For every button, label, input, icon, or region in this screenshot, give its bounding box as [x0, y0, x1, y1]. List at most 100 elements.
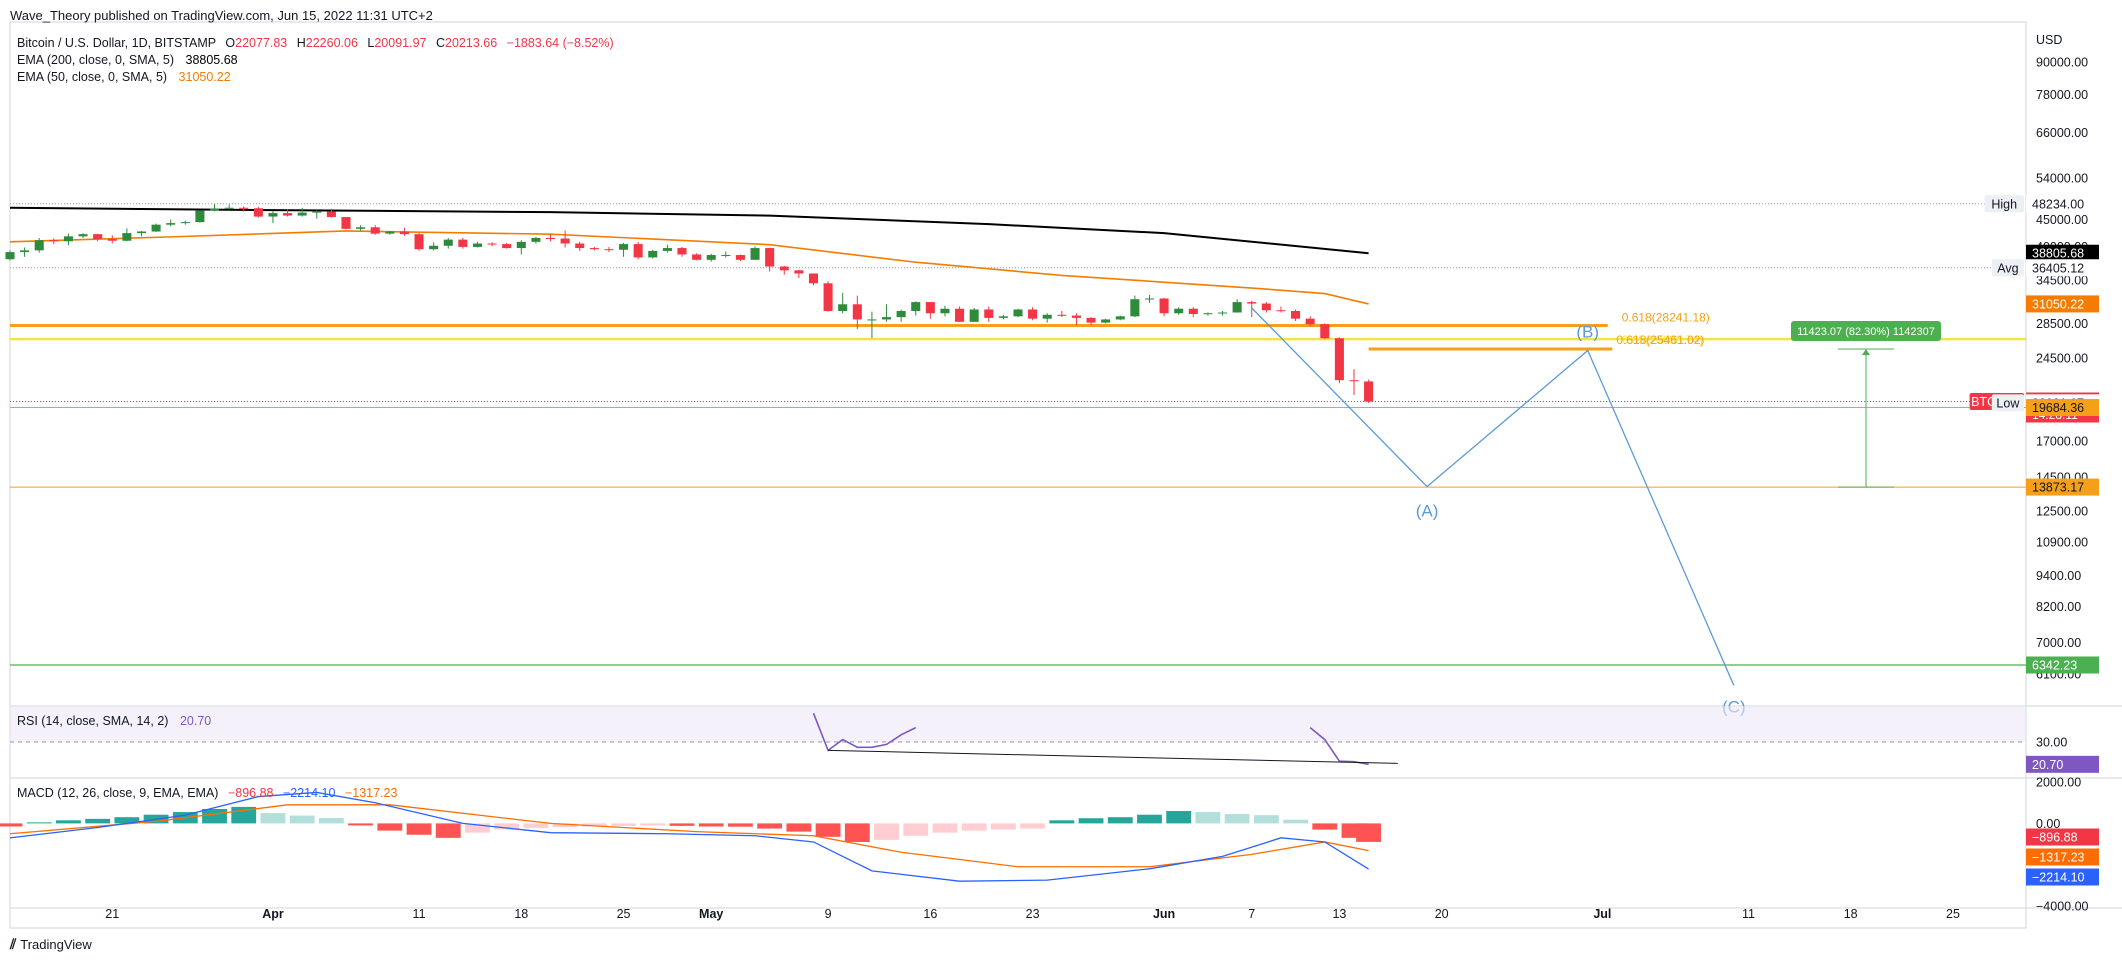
- candle-body: [1101, 319, 1111, 323]
- candle-body: [677, 248, 687, 255]
- fib-label: 0.65(26633.74): [1622, 333, 1703, 347]
- candle-body: [516, 241, 526, 249]
- ema200-line: [9, 206, 1369, 255]
- macd-histogram-bar: [611, 823, 636, 826]
- candle-body: [1028, 309, 1038, 319]
- macd-histogram-bar: [494, 823, 520, 830]
- ema50-line: [9, 230, 1369, 305]
- candle-body: [998, 316, 1008, 318]
- price-tick-label: 78000.00: [2036, 88, 2088, 102]
- candle-body: [385, 231, 395, 234]
- wave-projection-line: [1251, 307, 1735, 686]
- macd-legend: MACD (12, 26, close, 9, EMA, EMA) −896.8…: [17, 786, 397, 800]
- macd-histogram-bar: [1224, 814, 1250, 824]
- price-tag-box: [1991, 394, 2024, 412]
- price-label-box: [2026, 295, 2099, 313]
- time-tick-label: 7: [1248, 907, 1255, 921]
- time-tick-label: 9: [825, 907, 832, 921]
- candle-body: [692, 254, 702, 260]
- ema50-value: 31050.22: [178, 70, 231, 84]
- macd-line: [9, 791, 1369, 882]
- candle-body: [20, 250, 30, 253]
- ema50-label: EMA (50, close, 0, SMA, 5): [17, 70, 168, 84]
- rsi-value-box: [2026, 755, 2099, 773]
- candle-body: [575, 243, 585, 249]
- price-label-box: [2026, 195, 2099, 213]
- macd-histogram-bar: [1166, 811, 1192, 824]
- candle-body: [1130, 299, 1140, 317]
- candle-body: [1115, 316, 1125, 320]
- price-tag-label: Low: [1996, 396, 2020, 410]
- candle-body: [1013, 309, 1023, 317]
- candle-body: [1144, 298, 1155, 300]
- macd-histogram-bar: [260, 813, 286, 824]
- candle-body: [341, 217, 351, 229]
- candle-body: [706, 255, 716, 260]
- candle-body: [823, 283, 833, 311]
- macd-histogram-bar: [1356, 823, 1382, 842]
- time-tick-label: 18: [1844, 907, 1858, 921]
- candle-body: [209, 208, 220, 211]
- macd-histogram-bar: [435, 823, 461, 838]
- time-tick-label: 25: [1946, 907, 1960, 921]
- candle-body: [969, 309, 979, 322]
- candle-body: [940, 308, 950, 314]
- wave-label: (B): [1576, 322, 1599, 341]
- candle-body: [487, 243, 497, 245]
- price-tick-label: 54000.00: [2036, 172, 2088, 186]
- fib-label: 0.618(28241.18): [1622, 310, 1710, 324]
- candle-body: [166, 223, 176, 225]
- candle-body: [180, 222, 190, 224]
- macd-histogram-bar: [961, 823, 987, 831]
- macd-value-label: −896.88: [2032, 831, 2078, 845]
- price-tick-label: 10900.00: [2036, 535, 2088, 549]
- candle-body: [838, 304, 848, 311]
- macd-histogram-bar: [669, 823, 695, 826]
- macd-value-box: [2026, 848, 2099, 866]
- price-tick-label: 28500.00: [2036, 317, 2088, 331]
- candle-body: [502, 244, 512, 249]
- macd-histogram-bar: [289, 815, 315, 824]
- wave-label: (A): [1416, 502, 1439, 521]
- candle-body: [151, 224, 161, 232]
- macd-histogram-bar: [465, 823, 490, 833]
- measure-arrow-icon: [1862, 349, 1870, 356]
- candle-body: [283, 213, 293, 216]
- time-tick-label: Apr: [262, 907, 284, 921]
- candle-body: [429, 245, 439, 250]
- ohlc-high: H22260.06: [296, 36, 358, 50]
- candle-body: [1320, 324, 1330, 339]
- candle-body: [808, 273, 819, 284]
- candle-body: [560, 238, 570, 244]
- published-header: Wave_Theory published on TradingView.com…: [10, 8, 433, 23]
- candle-body: [136, 231, 147, 234]
- macd-line-value: −2214.10: [282, 786, 336, 800]
- candle-body: [1071, 315, 1081, 318]
- macd-histogram-bar: [757, 823, 783, 829]
- macd-histogram-bar: [786, 823, 812, 832]
- candle-body: [721, 255, 731, 257]
- macd-histogram-bar: [377, 823, 403, 831]
- candle-body: [1334, 338, 1344, 381]
- tradingview-footer[interactable]: ⫽ TradingView: [10, 936, 92, 953]
- candle-body: [867, 319, 877, 321]
- time-tick-label: 18: [514, 907, 528, 921]
- price-tick-label: 24500.00: [2036, 351, 2088, 365]
- candle-body: [224, 207, 234, 209]
- macd-histogram-bar: [698, 823, 724, 827]
- price-tag-box: [1991, 259, 2024, 277]
- macd-histogram-bar: [815, 823, 841, 837]
- macd-histogram-bar: [1253, 815, 1279, 824]
- macd-histogram-bar: [0, 823, 23, 827]
- macd-signal-value: −1317.23: [344, 786, 398, 800]
- candle-body: [1188, 308, 1198, 315]
- rsi-value: 20.70: [179, 714, 212, 728]
- candle-body: [779, 266, 789, 271]
- candle-body: [1232, 302, 1242, 313]
- candle-body: [545, 237, 556, 239]
- candle-body: [1261, 303, 1271, 311]
- price-label-box: [2026, 399, 2099, 417]
- fib-label: 0.618(25461.02): [1616, 333, 1704, 347]
- price-label-value: 6342.23: [2032, 659, 2077, 673]
